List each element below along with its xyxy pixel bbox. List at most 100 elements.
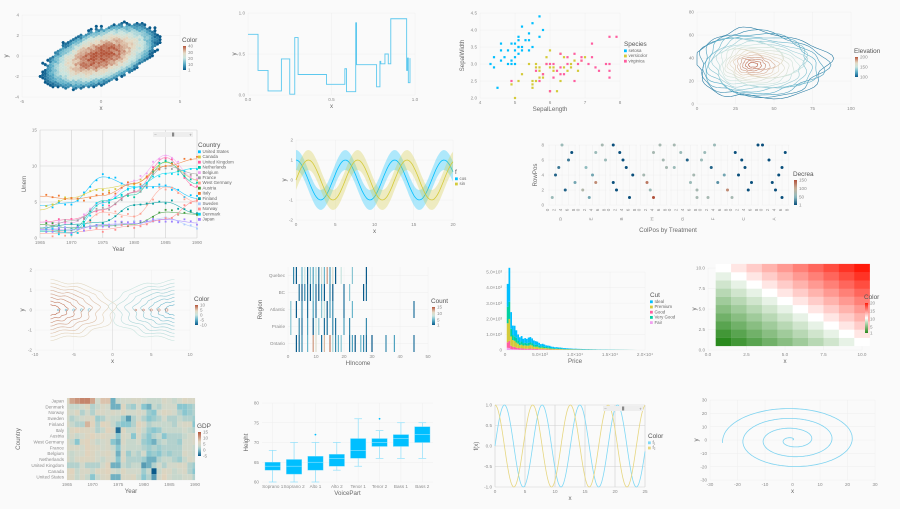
box-6: [393, 422, 409, 459]
legend-item[interactable]: Premium: [650, 304, 672, 309]
data-point: [587, 196, 591, 199]
zoom-out-button[interactable]: −: [604, 406, 607, 411]
data-point-United States: [120, 182, 123, 185]
heatmap-cell: [136, 427, 142, 434]
heatmap-cell: [105, 421, 111, 428]
data-point-West Germany: [95, 213, 98, 216]
data-point-United States: [133, 187, 136, 190]
heatmap-cell: [90, 444, 96, 451]
hex-bin: [84, 60, 88, 64]
heatmap-cell: [146, 421, 152, 428]
scatter-point-setosa: [513, 56, 517, 59]
heatmap-cell: [746, 329, 763, 338]
zoom-slider[interactable]: − +: [153, 132, 193, 137]
zoom-out-button[interactable]: −: [154, 132, 157, 137]
legend-item[interactable]: Italy: [198, 191, 211, 196]
scatter-point-versicolor: [534, 79, 538, 83]
hex-bin: [81, 44, 86, 47]
hex-bin: [46, 82, 50, 86]
zoom-slider[interactable]: − +: [603, 406, 643, 411]
legend-item[interactable]: Austria: [198, 185, 217, 190]
data-point: [689, 181, 692, 184]
data-point-Japan: [76, 225, 79, 228]
hex-bin: [99, 39, 104, 43]
gridlines: [295, 139, 454, 221]
hex-bin: [127, 44, 132, 47]
histogram-cell: [332, 267, 334, 284]
legend-item[interactable]: f₂: [648, 445, 656, 450]
hex-bin: [145, 42, 149, 46]
legend-item[interactable]: virginica: [624, 58, 645, 63]
data-point-Italy: [164, 165, 167, 167]
hex-bin: [99, 54, 104, 58]
legend-item[interactable]: Sweden: [198, 201, 219, 206]
legend-item[interactable]: Finland: [198, 196, 217, 201]
heatmap-cell: [182, 403, 188, 410]
zoom-slider-handle[interactable]: [622, 406, 625, 411]
legend-item[interactable]: Very Good: [650, 315, 676, 320]
histogram-cell: [304, 267, 306, 284]
hex-bin: [51, 64, 55, 68]
histogram-cell: [315, 335, 317, 352]
data-point-Japan: [177, 221, 180, 224]
hex-bin: [115, 30, 119, 34]
facet-label: B: [619, 217, 624, 220]
zoom-in-button[interactable]: +: [189, 132, 192, 137]
zoom-slider-handle[interactable]: [172, 132, 175, 137]
heatmap-cell: [146, 415, 152, 422]
legend-item[interactable]: Good: [650, 309, 666, 314]
legend-swatch: [198, 186, 201, 190]
heatmap-cell: [100, 456, 106, 463]
histogram-cell: [321, 301, 323, 318]
legend-item[interactable]: Fair: [650, 320, 663, 325]
legend-item[interactable]: Norway: [198, 206, 218, 211]
legend-item[interactable]: France: [198, 175, 217, 180]
legend-item[interactable]: Japan: [198, 217, 215, 222]
legend-item[interactable]: Ideal: [650, 299, 664, 304]
colorbar-tick-label: 0: [200, 313, 203, 318]
legend-item[interactable]: versicolor: [624, 53, 648, 58]
hex-bin: [135, 45, 139, 49]
legend-item[interactable]: United States: [198, 149, 230, 154]
data-point: [726, 188, 729, 192]
legend-item[interactable]: United Kingdom: [198, 159, 234, 164]
y-tick-label: 0: [16, 54, 19, 59]
data-point-Japan: [83, 229, 85, 232]
legend-item[interactable]: West Germany: [198, 180, 233, 185]
y-tick-label: -30: [700, 478, 707, 483]
x-tick-label: 0: [295, 222, 298, 227]
x-tick-label: 30: [872, 482, 878, 487]
legend-item[interactable]: Canada: [198, 154, 218, 159]
legend-item[interactable]: cos: [455, 176, 467, 181]
heatmap-cell: [115, 456, 121, 463]
hex-bin: [86, 67, 91, 71]
hex-bin: [102, 38, 106, 42]
data-point-Japan: [89, 227, 92, 230]
y-tick-label: 4: [16, 13, 19, 18]
series-line-France: [39, 165, 198, 229]
data-point-Austria: [164, 208, 167, 211]
legend-item[interactable]: f₁: [648, 440, 656, 445]
legend-item[interactable]: Netherlands: [198, 165, 227, 170]
contour-line: [148, 297, 175, 323]
zoom-in-button[interactable]: +: [639, 406, 642, 411]
hex-bin: [48, 60, 53, 64]
hex-bin: [107, 55, 111, 59]
legend-item[interactable]: Denmark: [198, 211, 221, 216]
hex-bin: [74, 83, 78, 87]
hex-bin: [115, 51, 119, 55]
legend-item[interactable]: setosa: [624, 48, 642, 53]
data-point: [621, 158, 625, 162]
heatmap-cell: [156, 450, 162, 457]
legend-item[interactable]: sin: [455, 181, 466, 186]
data-point: [615, 188, 618, 192]
x-tick-label: 5.0×10³: [532, 352, 548, 357]
hex-bin: [71, 73, 76, 77]
hex-bin: [99, 30, 104, 34]
legend-item[interactable]: Belgium: [198, 170, 219, 175]
heatmap-cell: [84, 409, 91, 416]
data-point-Canada: [196, 179, 198, 181]
data-point: [783, 151, 787, 154]
data-point: [692, 173, 696, 177]
legend-label: Belgium: [203, 170, 219, 175]
